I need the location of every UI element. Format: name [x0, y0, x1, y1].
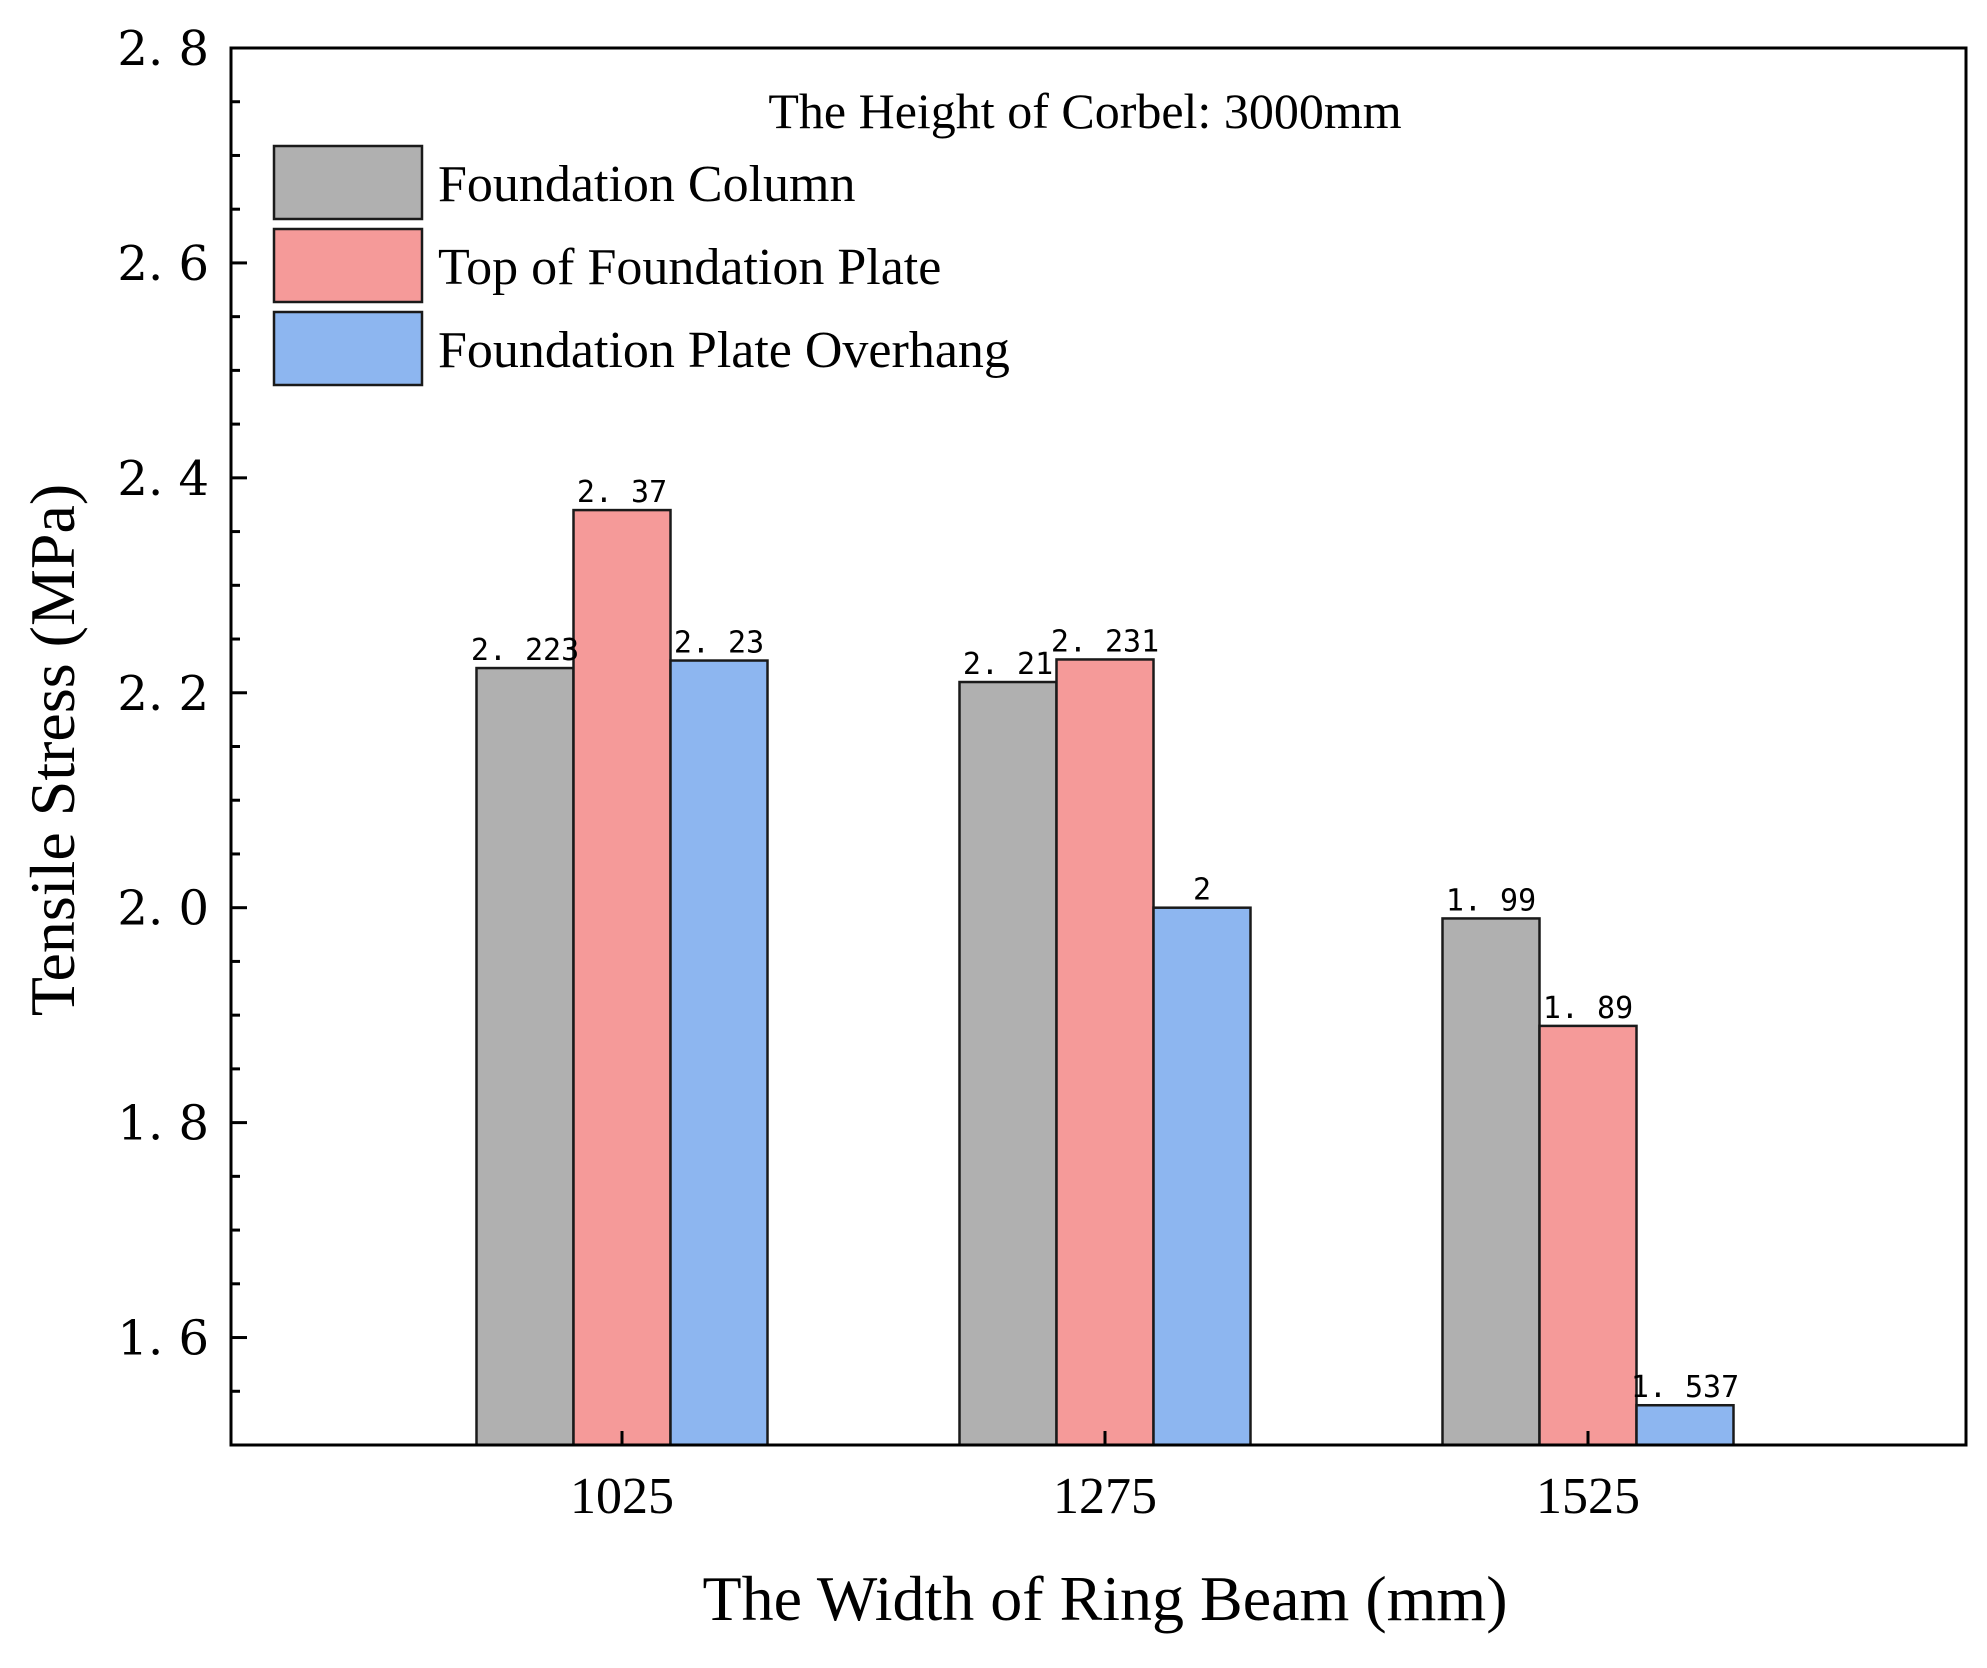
data-label: 1. 99 — [1446, 883, 1536, 918]
bar — [1538, 1024, 1638, 1447]
bar — [1055, 658, 1155, 1447]
y-tick-label: 1. 8 — [117, 1096, 209, 1152]
data-label: 2. 223 — [471, 633, 579, 668]
data-label: 1. 537 — [1631, 1370, 1739, 1405]
y-axis-ticks: 1. 6 1. 8 2. 0 2. 2 2. 4 2. 6 2. 8 — [117, 21, 247, 1447]
legend: The Height of Corbel: 3000mm Foundation … — [272, 83, 1402, 387]
y-tick-label: 2. 6 — [117, 236, 209, 292]
x-tick-label: 1025 — [570, 1468, 674, 1525]
bar — [958, 680, 1058, 1447]
legend-entry: Top of Foundation Plate — [438, 239, 941, 296]
x-tick-label: 1275 — [1053, 1468, 1157, 1525]
bar — [1152, 906, 1252, 1447]
y-tick-label: 1. 6 — [117, 1311, 209, 1367]
legend-entry: Foundation Plate Overhang — [438, 322, 1010, 379]
bar — [1635, 1403, 1735, 1447]
bar — [1441, 917, 1541, 1447]
bars-layer — [475, 508, 1735, 1447]
data-label: 2. 21 — [963, 647, 1053, 682]
data-labels-layer: 2. 223 2. 21 1. 99 2. 37 2. 231 1. 89 2. 23 2 1.… — [471, 475, 1739, 1405]
legend-swatch — [272, 144, 424, 221]
legend-swatch — [272, 310, 424, 387]
data-label: 2. 37 — [577, 475, 667, 510]
bar — [572, 508, 672, 1447]
y-tick-label: 2. 8 — [117, 21, 209, 77]
legend-items: Foundation Column Top of Foundation Plate… — [272, 144, 1010, 387]
legend-title: The Height of Corbel: 3000mm — [768, 83, 1401, 139]
y-tick-label: 2. 2 — [117, 666, 209, 722]
x-axis-ticks: 1025 1275 1525 — [570, 1431, 1640, 1525]
legend-swatch — [272, 227, 424, 304]
legend-entry: Foundation Column — [438, 156, 855, 213]
data-label: 2 — [1193, 873, 1211, 908]
y-tick-label: 2. 0 — [117, 881, 209, 937]
bar — [475, 666, 575, 1447]
x-tick-label: 1525 — [1536, 1468, 1640, 1525]
x-axis-title: The Width of Ring Beam (mm) — [703, 1563, 1508, 1634]
data-label: 1. 89 — [1543, 991, 1633, 1026]
data-label: 2. 231 — [1051, 624, 1159, 659]
y-tick-label: 2. 4 — [117, 451, 209, 507]
bar — [669, 659, 769, 1447]
data-label: 2. 23 — [674, 626, 764, 661]
y-axis-title: Tensile Stress (MPa) — [17, 484, 88, 1016]
